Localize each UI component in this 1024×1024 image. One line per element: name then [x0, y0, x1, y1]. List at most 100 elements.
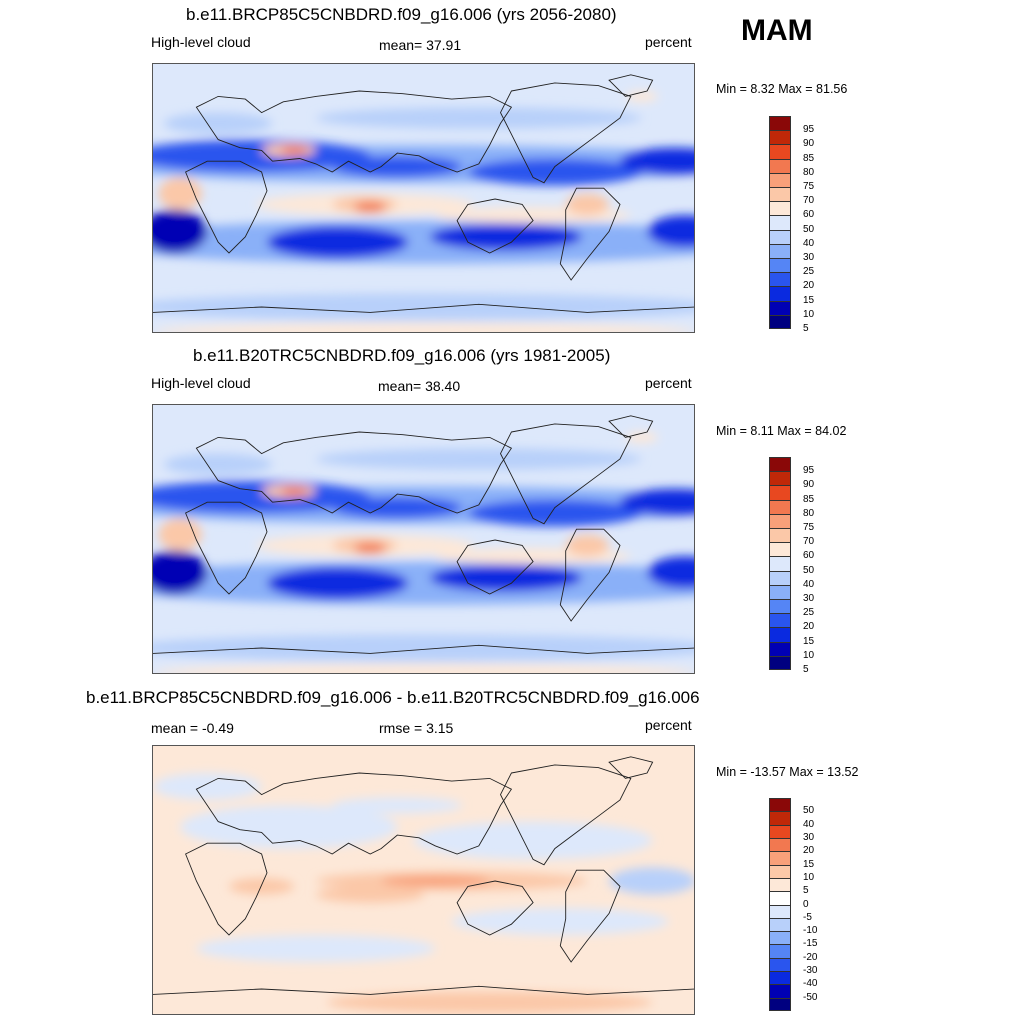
- colorbar-box: [769, 300, 791, 315]
- field-contour: [153, 220, 694, 264]
- field-contour: [163, 112, 273, 135]
- field-contour: [326, 991, 653, 1014]
- colorbar-box: [769, 542, 791, 557]
- field-contour: [180, 805, 398, 849]
- field-contour: [280, 487, 308, 496]
- colorbar-box: [769, 513, 791, 528]
- field-contour: [429, 564, 582, 592]
- colorbar-box: [769, 314, 791, 329]
- panel-2-variable-label: High-level cloud: [151, 375, 251, 391]
- colorbar-box: [769, 613, 791, 628]
- coastlines: [153, 756, 694, 995]
- field-contour: [153, 664, 694, 673]
- panel-1-units-label: percent: [645, 34, 692, 50]
- colorbar-label: 10: [803, 871, 815, 883]
- field-contour: [332, 797, 463, 814]
- colorbar-label: 80: [803, 507, 815, 519]
- coastline: [185, 160, 268, 254]
- colorbar-label: 40: [803, 578, 815, 590]
- colorbar-box: [769, 556, 791, 571]
- coastline: [456, 198, 534, 254]
- field-contour: [153, 561, 694, 605]
- colorbar-label: 15: [803, 858, 815, 870]
- colorbar-box: [769, 144, 791, 159]
- field-contour: [619, 488, 694, 516]
- colorbar-box: [769, 997, 791, 1011]
- field-contour: [451, 908, 669, 935]
- colorbar-box: [769, 798, 791, 812]
- colorbar-box: [769, 286, 791, 301]
- panel-2-mean-label: mean= 38.40: [378, 378, 461, 394]
- panel-3-units-label: percent: [645, 717, 692, 733]
- coastline: [499, 764, 632, 866]
- colorbar-label: 25: [803, 266, 815, 278]
- colorbar-label: 60: [803, 550, 815, 562]
- panel-1-colorbar: 95 90 85 80 75 70 60 50 40 30 25 20 15 10 5: [769, 116, 814, 334]
- colorbar-box: [769, 627, 791, 642]
- panel-1-variable-label: High-level cloud: [151, 34, 251, 50]
- colorbar-box: [769, 499, 791, 514]
- colorbar-box: [769, 957, 791, 972]
- colorbar-box: [769, 570, 791, 585]
- field-contour: [565, 193, 610, 216]
- colorbar-label: 30: [803, 831, 815, 843]
- map-canvas: [153, 64, 694, 332]
- colorbar-box: [769, 864, 791, 878]
- coastline: [559, 869, 621, 963]
- panel-3-colorbar: 50 40 30 20 15 10 5 0 -5 -10 -15 -20 -30 -40 -50: [769, 798, 817, 1011]
- field-contour: [280, 146, 308, 155]
- colorbar-label: 30: [803, 593, 815, 604]
- coastline: [559, 528, 621, 622]
- panel-2-units-label: percent: [645, 375, 692, 391]
- colorbar-label: 70: [803, 536, 815, 548]
- colorbar-label: -10: [803, 925, 818, 937]
- season-label: MAM: [741, 14, 813, 47]
- colorbar-box: [769, 904, 791, 918]
- colorbar-label: 60: [803, 209, 815, 221]
- field-contour: [163, 453, 273, 476]
- colorbar-label: 5: [803, 664, 809, 675]
- coastline: [195, 90, 513, 173]
- coastline: [195, 772, 513, 855]
- colorbar-label: 5: [803, 885, 809, 897]
- field-layer: [153, 773, 694, 1014]
- coastline: [185, 842, 268, 936]
- field-contour: [353, 201, 387, 213]
- colorbar-label: 90: [803, 138, 815, 150]
- field-contour: [315, 107, 642, 129]
- colorbar-label: 10: [803, 308, 815, 320]
- field-contour: [153, 293, 694, 321]
- colorbar-label: 95: [803, 124, 815, 136]
- colorbar-box: [769, 931, 791, 945]
- field-contour: [158, 518, 202, 551]
- coastline: [153, 644, 694, 654]
- field-contour: [229, 878, 295, 895]
- colorbar-box: [769, 984, 791, 998]
- colorbar-label: 20: [803, 280, 815, 292]
- panel-1-map: [152, 63, 695, 333]
- panel-3-title: b.e11.BRCP85C5CNBDRD.f09_g16.006 - b.e11…: [86, 688, 700, 707]
- colorbar-label: 40: [803, 818, 815, 830]
- colorbar-label: 25: [803, 607, 815, 619]
- colorbar-box: [769, 457, 791, 472]
- coastline: [608, 756, 654, 779]
- panel-3-map: [152, 745, 695, 1015]
- colorbar-box: [769, 187, 791, 202]
- colorbar-box: [769, 201, 791, 216]
- colorbar-label: 40: [803, 237, 815, 249]
- coastline: [456, 880, 534, 936]
- colorbar-box: [769, 824, 791, 838]
- colorbar-label: 70: [803, 195, 815, 207]
- colorbar-box: [769, 811, 791, 825]
- colorbar-label: -5: [803, 911, 812, 923]
- colorbar-label: 15: [803, 635, 815, 647]
- field-contour: [565, 534, 610, 557]
- colorbar-label: -40: [803, 978, 818, 990]
- coastlines: [153, 74, 694, 313]
- field-contour: [429, 223, 582, 251]
- field-contour: [353, 542, 387, 554]
- colorbar-label: -30: [803, 965, 818, 977]
- field-layer: [153, 432, 694, 673]
- field-contour: [315, 448, 642, 470]
- colorbar-box: [769, 243, 791, 258]
